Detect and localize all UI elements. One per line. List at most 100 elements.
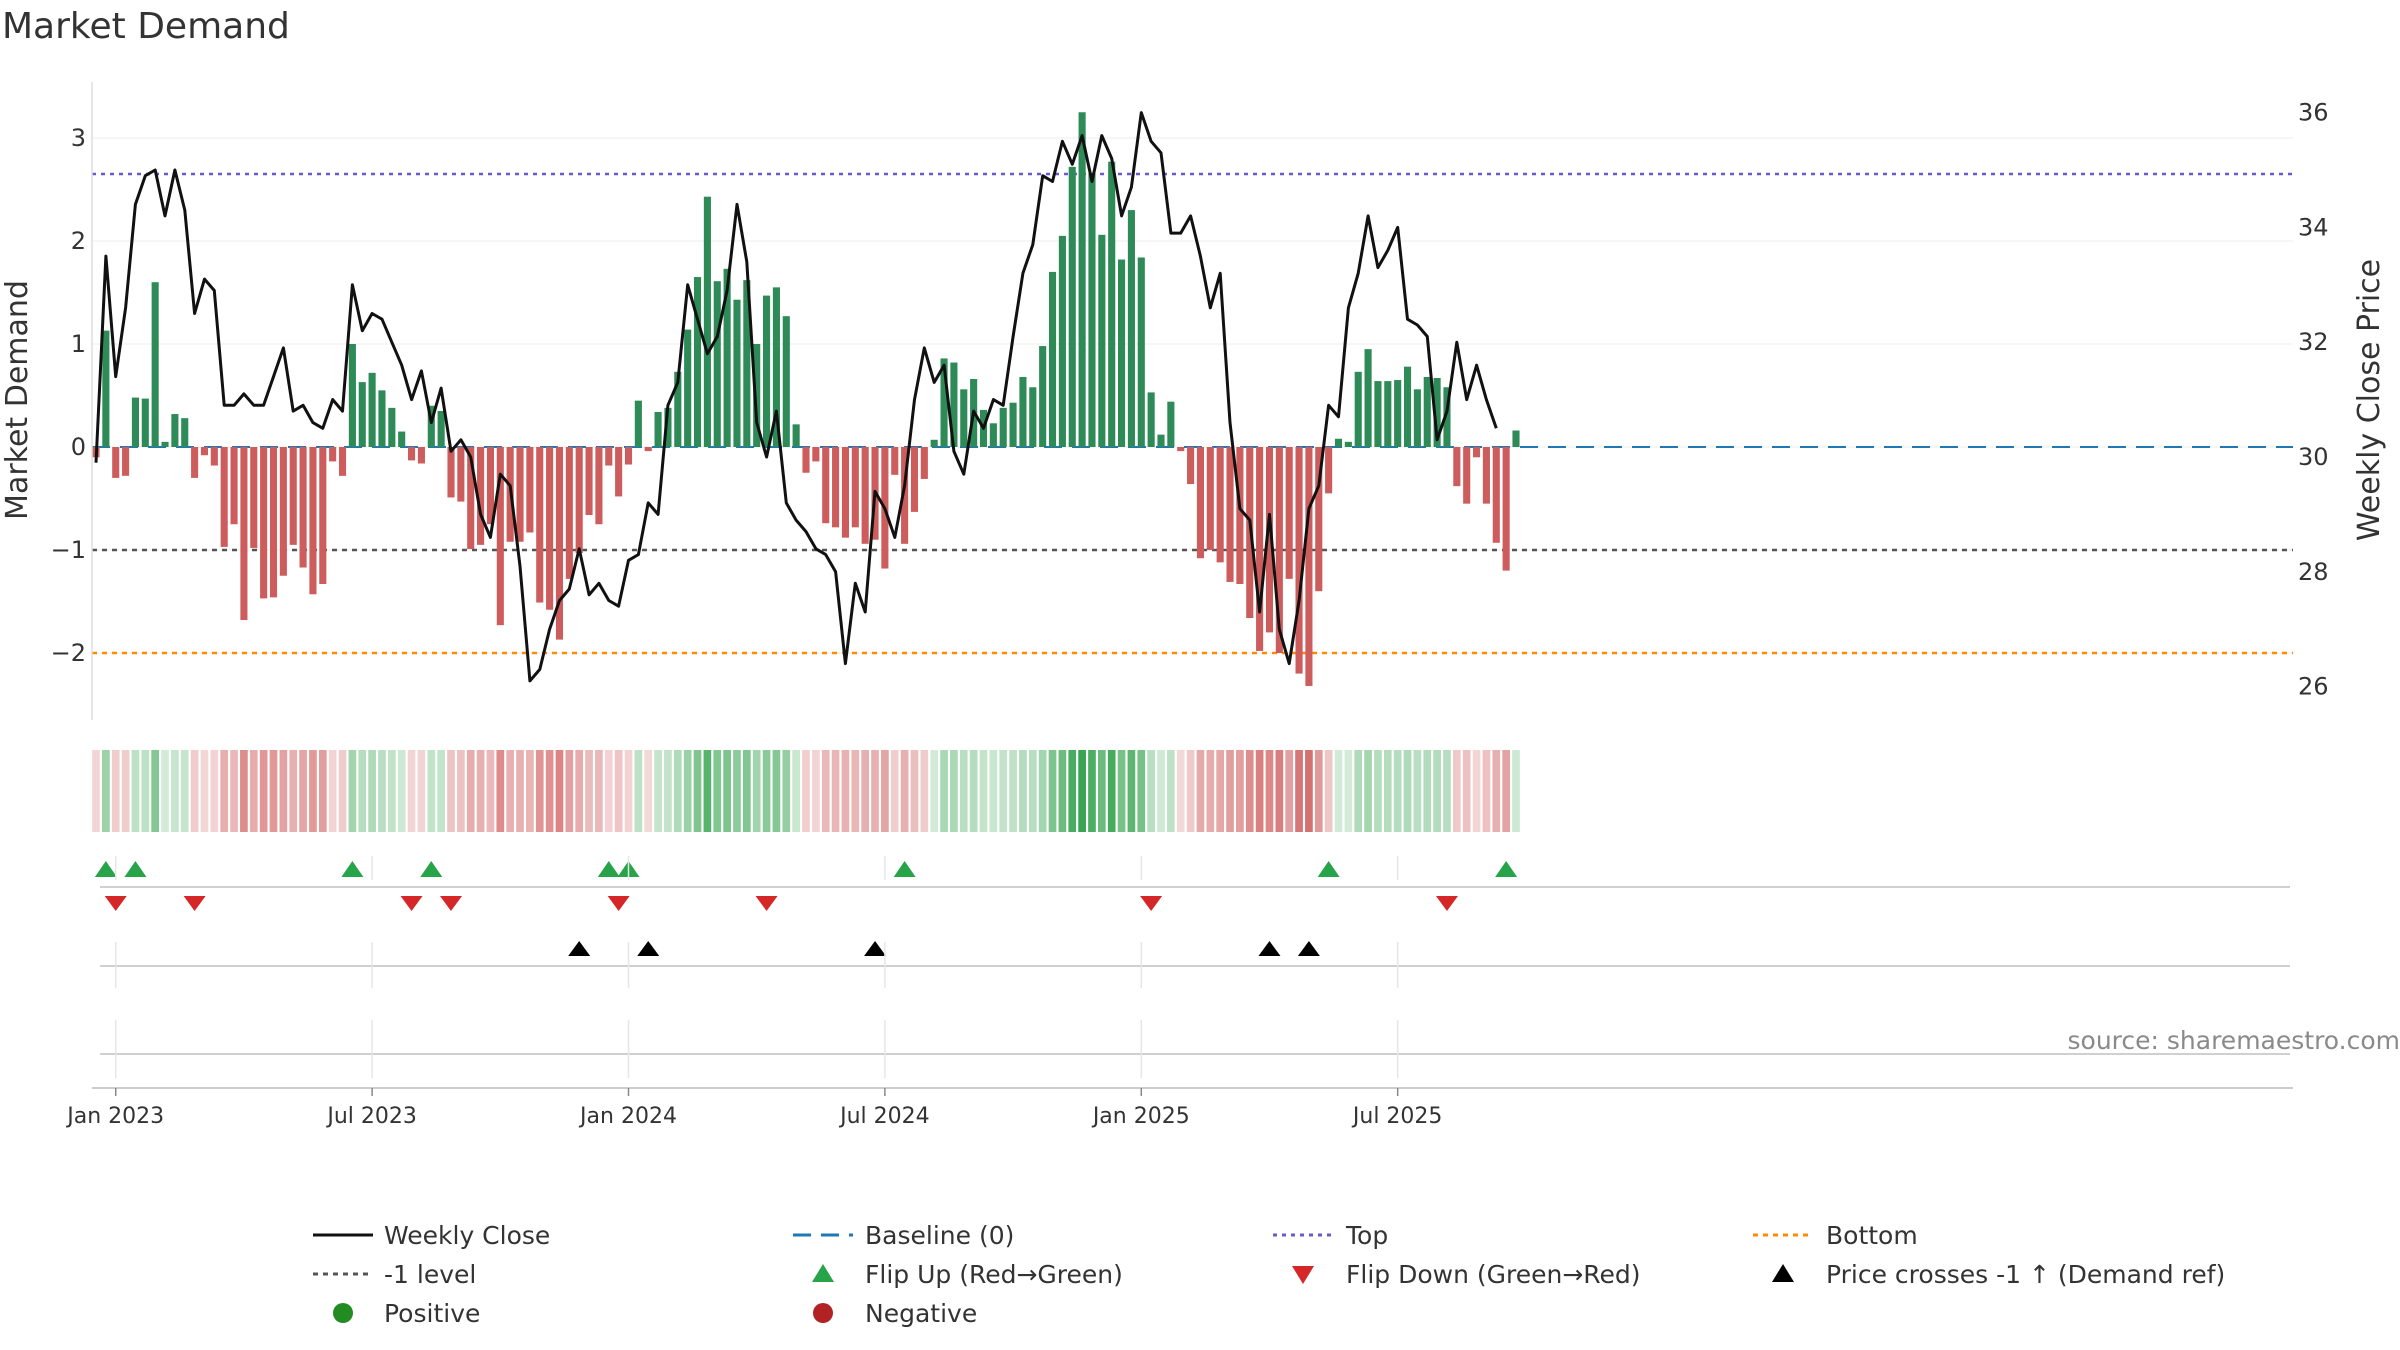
heat-cell [1482, 750, 1491, 832]
y-tick-right-label: 32 [2298, 328, 2329, 356]
demand-bar [1226, 447, 1234, 582]
demand-bar [1068, 166, 1076, 447]
y-tick-right-label: 28 [2298, 558, 2329, 586]
heat-cell [604, 750, 613, 832]
heat-cell [792, 750, 800, 832]
heat-cell [1058, 750, 1067, 832]
heat-cell [959, 750, 968, 832]
legend-negative-dot [813, 1303, 833, 1323]
demand-bar [920, 447, 928, 479]
flip-up-marker [597, 861, 620, 877]
heat-cell [644, 750, 653, 832]
heat-cell [1512, 750, 1520, 832]
demand-bar [693, 277, 702, 447]
demand-bar [477, 447, 485, 545]
heat-cell [121, 750, 130, 832]
demand-bar [516, 447, 524, 542]
demand-bar [437, 410, 445, 447]
demand-bar [851, 447, 859, 528]
legend-cross: Price crosses -1 ↑ (Demand ref) [1826, 1260, 2225, 1289]
heat-cell [752, 750, 761, 832]
flip-down-marker [400, 896, 423, 911]
demand-bar [624, 447, 633, 465]
demand-bar [1492, 447, 1500, 543]
heat-cell [979, 750, 988, 832]
heat-cell [486, 750, 495, 832]
heat-cell [387, 750, 396, 832]
heat-cell [881, 750, 889, 832]
flip-up-marker [1495, 861, 1518, 877]
heat-cell [338, 750, 347, 832]
demand-bar [1344, 441, 1352, 447]
legend-positive-dot [333, 1303, 353, 1323]
flip-up-marker [1317, 861, 1340, 877]
demand-bar [220, 447, 228, 547]
heat-cell [1186, 750, 1195, 832]
legend-flip-down-icon [1292, 1266, 1314, 1284]
heat-cell [1226, 750, 1234, 832]
demand-bar [1157, 434, 1165, 447]
legend-bottom: Bottom [1826, 1221, 1918, 1250]
demand-bar [989, 423, 997, 447]
demand-bar [634, 400, 642, 447]
heat-cell [249, 750, 258, 832]
heat-cell [920, 750, 929, 832]
x-tick-label: Jan 2024 [578, 1104, 677, 1129]
x-tick-label: Jul 2025 [1351, 1104, 1443, 1129]
heat-cell [526, 750, 534, 832]
heat-cell [1236, 750, 1244, 832]
heat-cell [861, 750, 870, 832]
demand-bar [605, 447, 613, 466]
demand-bar [763, 295, 771, 447]
cross-up-marker [1297, 941, 1320, 956]
demand-bar [141, 398, 149, 447]
demand-bar [102, 330, 110, 447]
heat-cell [999, 750, 1008, 832]
heat-cell [200, 750, 209, 832]
demand-bar [269, 447, 278, 598]
legend-minus-one: -1 level [384, 1260, 476, 1289]
demand-bar [260, 447, 268, 599]
heat-cell [1443, 750, 1451, 832]
heat-cell [1019, 750, 1027, 832]
demand-bars [92, 112, 1520, 686]
demand-bar [408, 447, 416, 461]
y-axis-right-label: Weekly Close Price [2352, 259, 2387, 541]
heat-cell [782, 750, 791, 832]
heat-cell [368, 750, 376, 832]
reference-lines [92, 172, 2293, 655]
heat-cell [723, 750, 731, 832]
demand-bar [1098, 234, 1106, 447]
heat-cell [141, 750, 150, 832]
demand-bar [1009, 402, 1017, 447]
y-tick-left-label: 1 [71, 330, 86, 358]
heat-cell [1088, 750, 1096, 832]
demand-bar [378, 390, 386, 447]
heat-cell [969, 750, 978, 832]
heat-cell [940, 750, 948, 832]
flip-marker-rows [94, 861, 2290, 1055]
demand-bar [329, 447, 337, 462]
heat-cell [1068, 750, 1077, 832]
heat-cell [545, 750, 554, 832]
chart-title: Market Demand [2, 6, 290, 47]
heat-cell [624, 750, 633, 832]
flip-down-marker [104, 896, 127, 911]
demand-bar [792, 424, 800, 447]
heat-cell [555, 750, 564, 832]
heat-cell [1196, 750, 1205, 832]
legend: Weekly Close Baseline (0) Top Bottom -1 … [313, 1221, 2225, 1328]
demand-bar [565, 447, 573, 579]
demand-bar [447, 447, 455, 498]
heat-cell [180, 750, 189, 832]
heat-cell [111, 750, 120, 832]
demand-bar [1048, 271, 1057, 447]
demand-bar [901, 447, 909, 544]
demand-bar [1187, 447, 1195, 485]
demand-bar [802, 447, 810, 473]
demand-bar [1147, 392, 1155, 447]
demand-bar [151, 282, 159, 447]
demand-bar [161, 441, 169, 447]
demand-bar [1275, 447, 1283, 653]
